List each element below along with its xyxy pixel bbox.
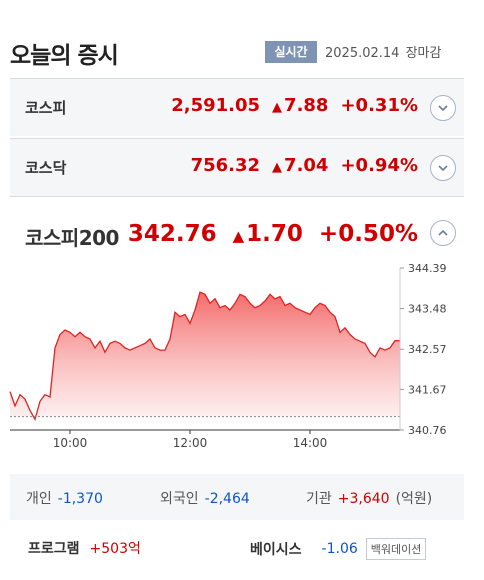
- index-percent: +0.50%: [318, 221, 418, 247]
- index-change: ▲ 7.88: [272, 95, 328, 116]
- expand-button[interactable]: [430, 95, 456, 121]
- market-status: 장마감: [405, 46, 442, 61]
- chart-x-tick-label: 12:00: [173, 436, 208, 450]
- index-row-kosdaq[interactable]: 코스닥 756.32 ▲ 7.04 +0.94%: [10, 138, 464, 196]
- index-row-kospi200[interactable]: 코스피200 342.76 ▲1.70 +0.50%: [10, 196, 464, 262]
- up-triangle-icon: ▲: [272, 100, 283, 115]
- chart-y-tick-label: 341.67: [408, 383, 447, 396]
- market-date: 2025.02.14: [325, 46, 400, 61]
- chart-y-tick-label: 343.48: [408, 303, 447, 316]
- chart-y-tick-label: 342.57: [408, 343, 447, 356]
- flow-value: -1,370: [57, 491, 103, 507]
- index-change: ▲ 7.04: [272, 155, 328, 176]
- market-datetime: 2025.02.14 장마감: [325, 42, 441, 61]
- chart-series-line: [9, 291, 400, 421]
- chevron-down-icon: [438, 165, 448, 172]
- index-percent: +0.31%: [340, 95, 418, 116]
- basis: 베이시스 -1.06 백워데이션: [250, 538, 427, 560]
- chart-area: [10, 292, 400, 420]
- change-value: 7.88: [284, 95, 329, 116]
- flow-value: -2,464: [204, 491, 250, 507]
- backwardation-button[interactable]: 백워데이션: [365, 538, 427, 560]
- program-value: +503억: [89, 541, 141, 557]
- flow-institution: 기관 +3,640 (억원): [306, 488, 432, 508]
- index-name: 코스피200: [25, 226, 119, 250]
- chart-y-tick-label: 340.76: [408, 424, 447, 437]
- basis-value: -1.06: [321, 541, 358, 557]
- index-values: 756.32 ▲ 7.04 +0.94%: [191, 155, 418, 176]
- flow-unit: (억원): [395, 491, 433, 507]
- chevron-up-icon: [438, 229, 448, 236]
- basis-label: 베이시스: [250, 542, 302, 558]
- chart-x-tick-label: 14:00: [293, 436, 328, 450]
- collapse-button[interactable]: [430, 220, 456, 246]
- change-value: 7.04: [284, 155, 329, 176]
- index-value: 342.76: [127, 221, 217, 247]
- index-value: 756.32: [190, 155, 261, 176]
- expand-button[interactable]: [430, 155, 456, 181]
- change-value: 1.70: [246, 221, 303, 247]
- index-row-kospi[interactable]: 코스피 2,591.05 ▲ 7.88 +0.31%: [10, 78, 464, 136]
- up-triangle-icon: ▲: [272, 160, 283, 175]
- chart-x-tick-label: 10:00: [53, 436, 88, 450]
- flow-value: +3,640: [337, 491, 390, 507]
- up-triangle-icon: ▲: [232, 227, 245, 245]
- chart-y-tick-label: 344.39: [408, 262, 447, 275]
- page-title: 오늘의 증시: [10, 43, 119, 69]
- realtime-badge: 실시간: [265, 41, 317, 63]
- index-name: 코스피: [25, 99, 67, 117]
- chevron-down-icon: [438, 105, 448, 112]
- index-value: 2,591.05: [171, 95, 261, 116]
- investor-flow: 개인 -1,370 외국인 -2,464 기관 +3,640 (억원): [10, 474, 464, 520]
- program-trading: 프로그램 +503억: [28, 538, 141, 558]
- flow-individual: 개인 -1,370: [26, 488, 103, 508]
- program-label: 프로그램: [28, 541, 80, 557]
- flow-foreign: 외국인 -2,464: [160, 488, 250, 508]
- index-change: ▲1.70: [233, 221, 303, 247]
- index-name: 코스닥: [25, 159, 67, 177]
- index-percent: +0.94%: [340, 155, 418, 176]
- market-header: 오늘의 증시 실시간 2025.02.14 장마감: [0, 0, 484, 78]
- flow-label: 기관: [306, 491, 332, 507]
- flow-label: 개인: [26, 491, 52, 507]
- flow-label: 외국인: [160, 491, 199, 507]
- index-values: 342.76 ▲1.70 +0.50%: [128, 221, 418, 247]
- kospi200-chart: 344.39 343.48 342.57 341.67 340.76 10:00 12:00…: [0, 262, 484, 460]
- index-values: 2,591.05 ▲ 7.88 +0.31%: [171, 95, 418, 116]
- chart-svg: 344.39 343.48 342.57 341.67 340.76 10:00 12:00…: [9, 262, 447, 450]
